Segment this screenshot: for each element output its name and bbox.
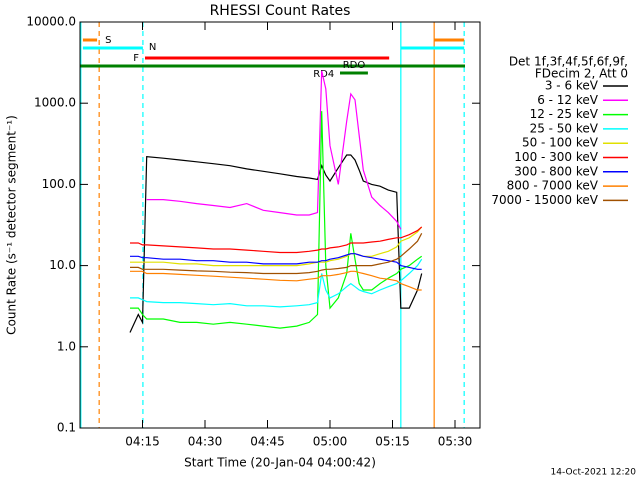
y-tick-label: 0.1 (57, 421, 76, 435)
legend-title: Det 1f,3f,4f,5f,6f,9f, (509, 55, 628, 69)
footer: 14-Oct-2021 12:20 (551, 468, 637, 478)
flag-label: S (105, 35, 111, 46)
x-tick-label: 05:15 (375, 435, 410, 449)
annotation: RD4 (313, 69, 334, 80)
x-tick-label: 04:30 (188, 435, 223, 449)
legend-label: 6 - 12 keV (537, 93, 599, 107)
flag-label: F (133, 53, 139, 64)
x-axis-label: Start Time (20-Jan-04 04:00:42) (184, 456, 376, 470)
x-tick-label: 04:45 (250, 435, 285, 449)
legend-label: 100 - 300 keV (514, 150, 598, 164)
x-tick-label: 05:30 (438, 435, 473, 449)
legend-label: 50 - 100 keV (522, 136, 599, 150)
x-tick-label: 04:15 (125, 435, 160, 449)
chart-title: RHESSI Count Rates (210, 3, 351, 19)
legend-label: 300 - 800 keV (514, 164, 598, 178)
y-axis-label: Count Rate (s⁻¹ detector segment⁻¹) (5, 115, 19, 335)
series-line (130, 270, 422, 291)
series-line (130, 233, 423, 275)
legend-label: 12 - 25 keV (530, 107, 599, 121)
y-tick-label: 100.0 (42, 177, 76, 191)
legend-title: FDecim 2, Att 0 (535, 67, 628, 81)
series-line (130, 226, 423, 267)
legend-label: 7000 - 15000 keV (491, 193, 598, 207)
y-tick-label: 1.0 (57, 339, 76, 353)
series-line (130, 258, 423, 308)
y-tick-label: 10000.0 (26, 15, 76, 29)
y-tick-label: 1000.0 (34, 96, 76, 110)
plot-frame (79, 21, 481, 429)
x-tick-label: 05:00 (313, 435, 348, 449)
flag-label: RDO (343, 60, 366, 71)
series-line (146, 70, 402, 230)
series-line (130, 226, 423, 254)
y-tick-label: 10.0 (49, 258, 76, 272)
legend-label: 800 - 7000 keV (507, 179, 599, 193)
legend-label: 3 - 6 keV (545, 79, 599, 93)
series-line (130, 253, 422, 270)
flag-label: N (149, 42, 156, 53)
legend-label: 25 - 50 keV (530, 121, 599, 135)
